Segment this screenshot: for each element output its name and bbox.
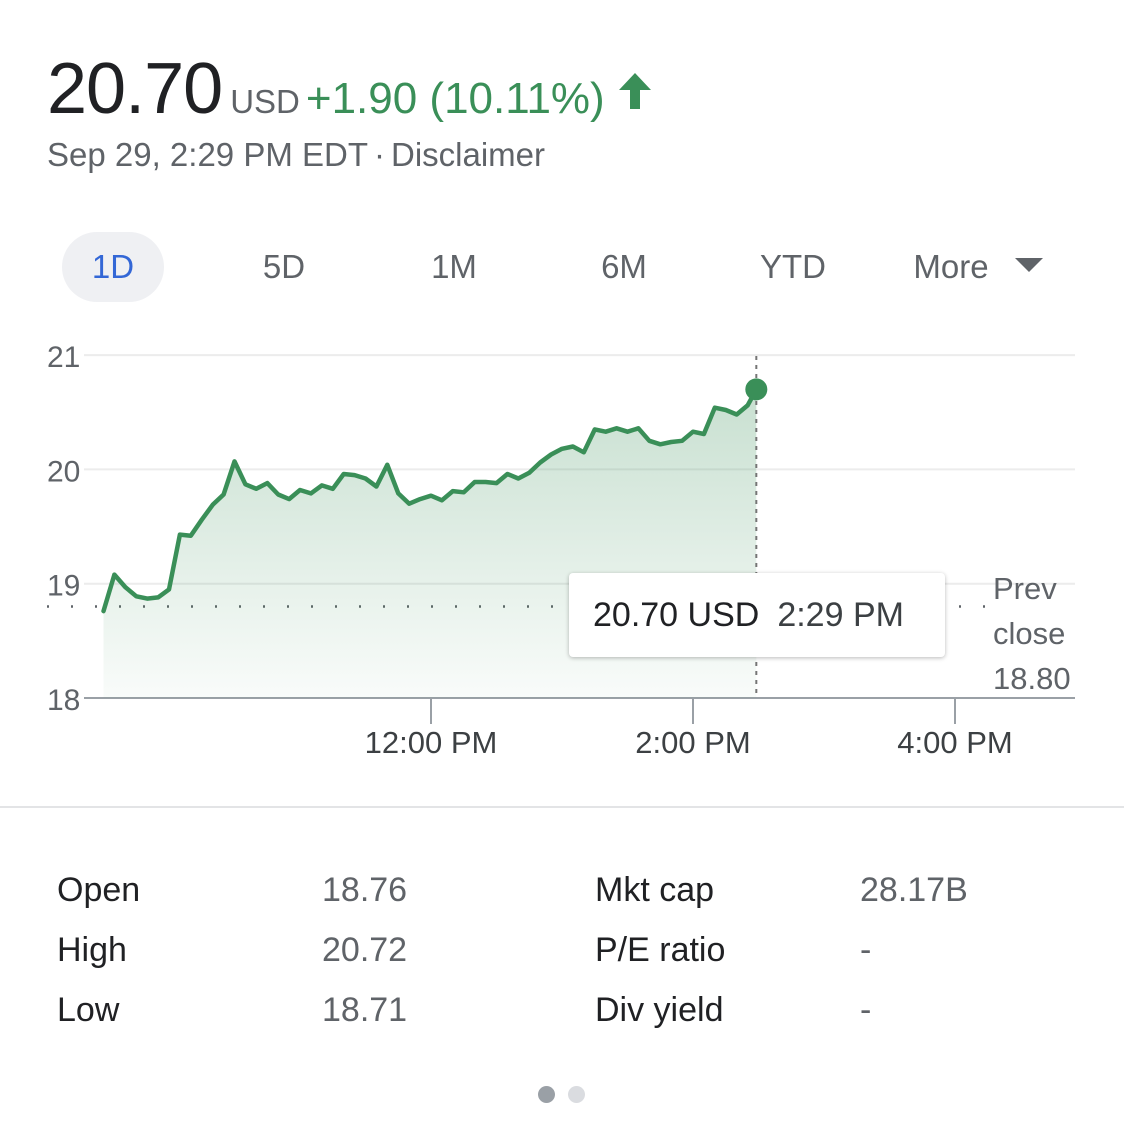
more-ranges-button[interactable]: More bbox=[898, 232, 1058, 302]
range-selector: 1D 5D 1M 6M YTD More bbox=[62, 232, 1062, 302]
range-tab-5d[interactable]: 5D bbox=[262, 248, 306, 285]
stat-pe-label: P/E ratio bbox=[595, 931, 726, 969]
prev-close-line1: Prev bbox=[993, 571, 1057, 606]
price-change: +1.90 (10.11%) bbox=[305, 74, 605, 123]
page-dot[interactable] bbox=[568, 1086, 585, 1103]
prev-close-value: 18.80 bbox=[993, 661, 1071, 696]
caret-down-icon bbox=[1014, 258, 1043, 272]
x-tick-label: 2:00 PM bbox=[635, 725, 750, 760]
current-price-marker bbox=[745, 378, 768, 401]
x-tick-label: 12:00 PM bbox=[365, 725, 498, 760]
range-tab-ytd[interactable]: YTD bbox=[760, 248, 826, 285]
stat-low-value: 18.71 bbox=[322, 991, 408, 1029]
y-tick-label: 21 bbox=[47, 341, 80, 374]
quote-timestamp-line: Sep 29, 2:29 PM EDT · Disclaimer bbox=[47, 136, 545, 174]
stat-open-value: 18.76 bbox=[322, 871, 408, 909]
range-tab-1d[interactable]: 1D bbox=[62, 232, 164, 302]
disclaimer-link[interactable]: Disclaimer bbox=[391, 136, 546, 173]
stat-pe-value: - bbox=[860, 931, 872, 969]
stat-mktcap-label: Mkt cap bbox=[595, 871, 715, 909]
y-tick-label: 18 bbox=[47, 684, 80, 717]
prev-close-label: Prev close 18.80 bbox=[993, 566, 1071, 701]
range-tab-6m[interactable]: 6M bbox=[601, 248, 647, 285]
stat-high-label: High bbox=[57, 931, 127, 969]
y-tick-label: 20 bbox=[47, 455, 80, 488]
separator: · bbox=[374, 136, 385, 173]
currency-label: USD bbox=[230, 83, 300, 120]
prev-close-line2: close bbox=[993, 616, 1066, 651]
stat-open-label: Open bbox=[57, 871, 141, 909]
y-tick-label: 19 bbox=[47, 570, 80, 603]
stat-low-label: Low bbox=[57, 991, 120, 1029]
more-label: More bbox=[913, 248, 989, 285]
stat-divyield-value: - bbox=[860, 991, 872, 1029]
arrow-up-icon bbox=[617, 71, 653, 111]
stat-mktcap-value: 28.17B bbox=[860, 871, 968, 909]
price-chart[interactable]: 21 20 19 18 12:00 PM 2:00 PM 4:00 PM bbox=[0, 330, 1124, 770]
chart-tooltip: 20.70 USD 2:29 PM bbox=[569, 573, 945, 657]
stat-high-value: 20.72 bbox=[322, 931, 408, 969]
range-tab-1m[interactable]: 1M bbox=[431, 248, 477, 285]
tooltip-time: 2:29 PM bbox=[777, 596, 904, 634]
current-price: 20.70 bbox=[47, 49, 223, 129]
tooltip-value: 20.70 USD bbox=[593, 596, 760, 634]
price-line bbox=[101, 387, 759, 614]
stat-divyield-label: Div yield bbox=[595, 991, 724, 1029]
quote-timestamp: Sep 29, 2:29 PM EDT bbox=[47, 136, 368, 173]
x-tick-label: 4:00 PM bbox=[897, 725, 1012, 760]
page-dot-active[interactable] bbox=[538, 1086, 555, 1103]
section-divider bbox=[0, 806, 1124, 808]
quote-header: 20.70 USD +1.90 (10.11%) bbox=[47, 48, 653, 130]
